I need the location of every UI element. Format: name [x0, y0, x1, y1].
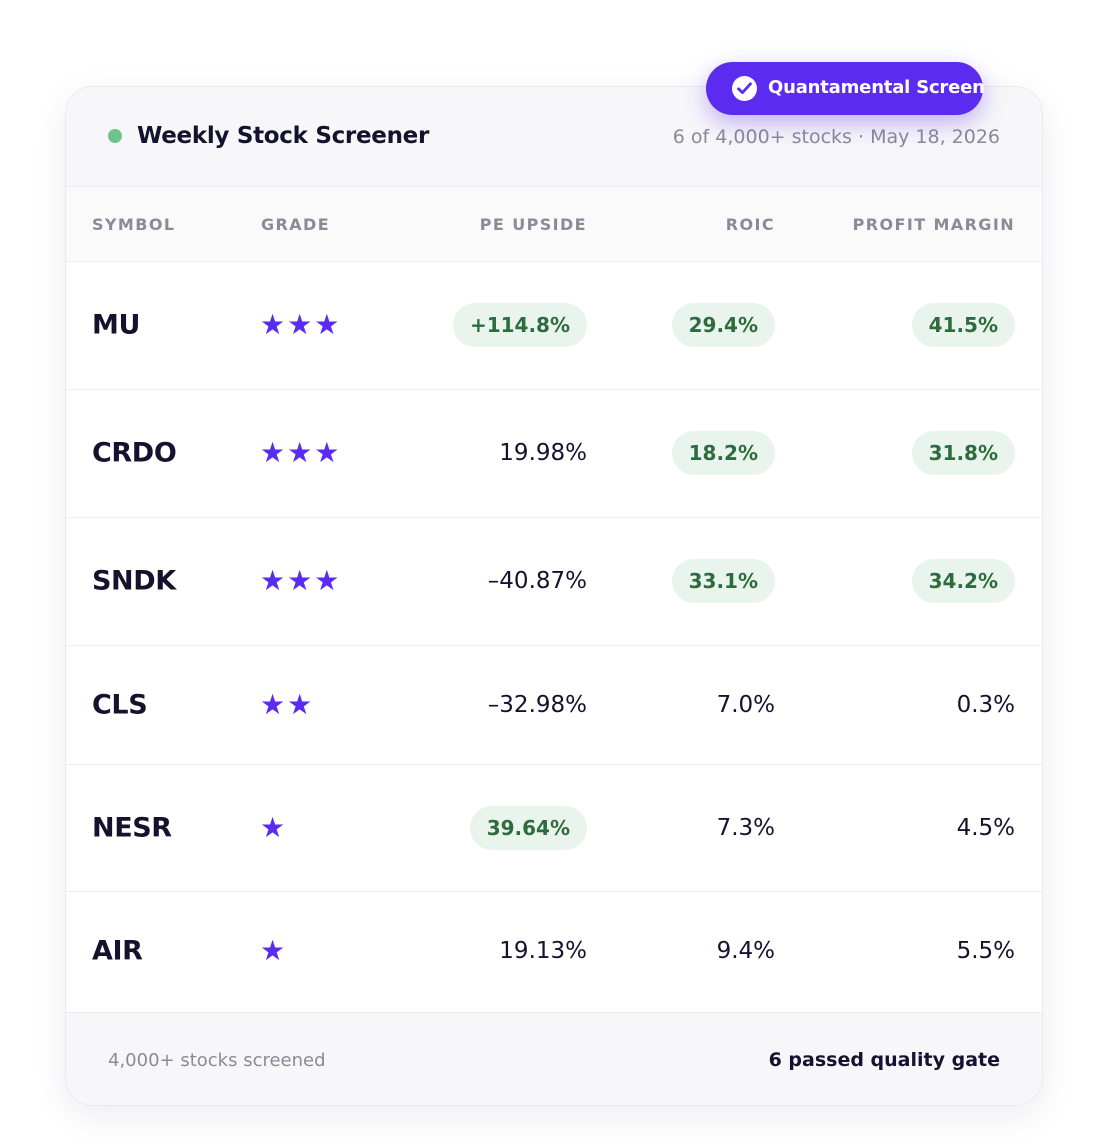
- profit-margin-value: 4.5%: [956, 815, 1015, 841]
- pe-upside-value: –32.98%: [487, 692, 587, 718]
- row-symbol: CLS: [92, 689, 148, 721]
- column-symbol[interactable]: SYMBOL: [92, 215, 176, 234]
- roic-value: 33.1%: [671, 559, 775, 603]
- table-row[interactable]: SNDK ★★★ –40.87% 33.1% 34.2%: [66, 518, 1042, 646]
- column-profit-margin[interactable]: PROFIT MARGIN: [852, 215, 1015, 234]
- quantamental-screen-badge: Quantamental Screen: [706, 62, 985, 115]
- badge-label: Quantamental Screen: [768, 77, 985, 98]
- status-dot-icon: [108, 129, 122, 143]
- pe-upside-value: 39.64%: [469, 806, 587, 850]
- profit-margin-value: 34.2%: [911, 559, 1015, 603]
- grade-stars-icon: ★★★: [260, 308, 342, 341]
- grade-stars-icon: ★★★: [260, 436, 342, 469]
- roic-value: 7.3%: [716, 815, 775, 841]
- page-title: Weekly Stock Screener: [137, 123, 429, 149]
- stocks-screened-count: 4,000+ stocks screened: [108, 1050, 326, 1071]
- row-symbol: AIR: [92, 935, 143, 967]
- grade-stars-icon: ★: [260, 811, 288, 844]
- table-row[interactable]: NESR ★ 39.64% 7.3% 4.5%: [66, 765, 1042, 892]
- screener-card: Weekly Stock Screener 6 of 4,000+ stocks…: [65, 86, 1043, 1106]
- row-symbol: SNDK: [92, 565, 176, 597]
- column-grade[interactable]: GRADE: [261, 215, 331, 234]
- row-symbol: CRDO: [92, 437, 177, 469]
- row-symbol: MU: [92, 309, 140, 341]
- table-row[interactable]: AIR ★ 19.13% 9.4% 5.5%: [66, 892, 1042, 1011]
- row-symbol: NESR: [92, 812, 172, 844]
- table-header: SYMBOL GRADE PE UPSIDE ROIC PROFIT MARGI…: [66, 187, 1042, 262]
- screen-meta: 6 of 4,000+ stocks · May 18, 2026: [672, 126, 1000, 148]
- roic-value: 29.4%: [671, 303, 775, 347]
- grade-stars-icon: ★: [260, 934, 288, 967]
- roic-value: 18.2%: [671, 431, 775, 475]
- pe-upside-value: 19.98%: [499, 440, 587, 466]
- profit-margin-value: 0.3%: [956, 692, 1015, 718]
- profit-margin-value: 5.5%: [956, 938, 1015, 964]
- table-row[interactable]: CLS ★★ –32.98% 7.0% 0.3%: [66, 646, 1042, 765]
- passed-quality-gate-count: 6 passed quality gate: [768, 1049, 1000, 1071]
- roic-value: 9.4%: [716, 938, 775, 964]
- pe-upside-value: 19.13%: [499, 938, 587, 964]
- profit-margin-value: 41.5%: [911, 303, 1015, 347]
- check-circle-icon: [732, 76, 757, 101]
- pe-upside-value: +114.8%: [452, 303, 587, 347]
- pe-upside-value: –40.87%: [487, 568, 587, 594]
- profit-margin-value: 31.8%: [911, 431, 1015, 475]
- table-row[interactable]: MU ★★★ +114.8% 29.4% 41.5%: [66, 262, 1042, 390]
- roic-value: 7.0%: [716, 692, 775, 718]
- grade-stars-icon: ★★: [260, 688, 315, 721]
- table-row[interactable]: CRDO ★★★ 19.98% 18.2% 31.8%: [66, 390, 1042, 518]
- grade-stars-icon: ★★★: [260, 564, 342, 597]
- column-pe-upside[interactable]: PE UPSIDE: [479, 215, 587, 234]
- column-roic[interactable]: ROIC: [725, 215, 775, 234]
- card-footer: 4,000+ stocks screened 6 passed quality …: [66, 1012, 1042, 1105]
